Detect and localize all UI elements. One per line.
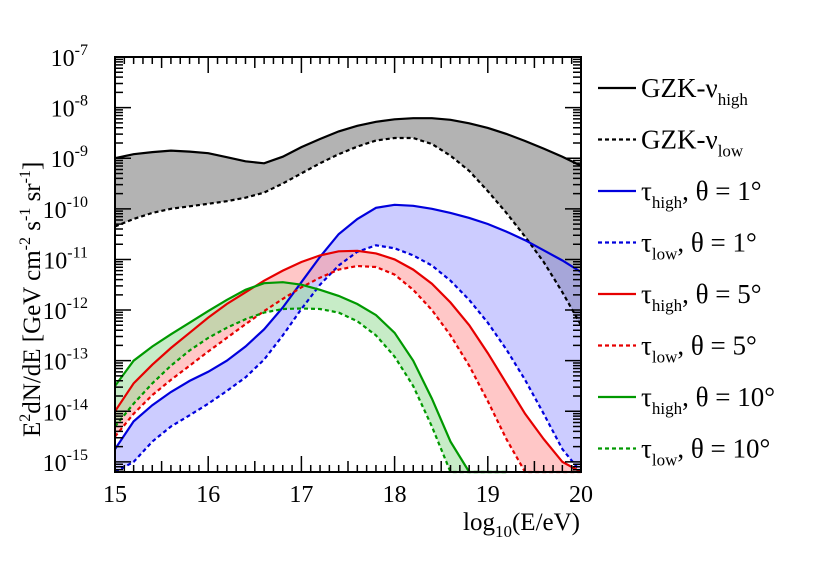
- x-tick-label: 15: [103, 482, 127, 508]
- y-tick-label: 10-12: [43, 295, 88, 325]
- y-tick-label: 10-9: [51, 143, 88, 173]
- x-tick-labels: 15 16 17 18 19 20: [103, 482, 593, 508]
- series-line-high-0: [114, 117, 582, 167]
- legend-label: τhigh, θ = 10°: [641, 382, 775, 418]
- y-axis-title: E2dN/dE [GeV cm-2 s-1 sr-1]: [17, 162, 46, 437]
- y-tick-label: 10-8: [51, 93, 88, 123]
- x-tick-label: 17: [289, 482, 313, 508]
- ticks-layer: [114, 56, 582, 472]
- axis-ticks: [114, 56, 582, 472]
- plot-frame: [114, 56, 582, 473]
- series-line-low-2: [114, 264, 581, 474]
- y-tick-labels: 10-7 10-8 10-9 10-10 10-11 10-12 10-13 10-14 10-…: [43, 42, 88, 477]
- series-line-high-2: [114, 249, 582, 473]
- legend-label: τlow, θ = 5°: [641, 331, 757, 367]
- legend-label: GZK-νlow: [641, 125, 744, 161]
- x-tick-label: 19: [476, 482, 500, 508]
- y-tick-label: 10-14: [43, 396, 88, 426]
- series-line-high-3: [114, 281, 507, 474]
- series-line-low-1: [114, 244, 582, 473]
- band-fill-1: [115, 204, 581, 473]
- legend: GZK-νhigh GZK-νlow τhigh, θ = 1° τlow, θ = …: [598, 73, 775, 470]
- y-tick-label: 10-7: [51, 42, 88, 72]
- legend-label: τlow, θ = 1°: [641, 228, 757, 264]
- series-line-low-3: [114, 307, 507, 474]
- series-line-high-1: [114, 203, 582, 450]
- bands-layer: [114, 117, 582, 474]
- x-tick-label: 18: [383, 482, 407, 508]
- legend-label: τhigh, θ = 1°: [641, 176, 762, 212]
- x-tick-label: 16: [196, 482, 220, 508]
- legend-label: GZK-νhigh: [641, 73, 748, 109]
- y-tick-label: 10-10: [43, 194, 88, 224]
- series-line-low-0: [114, 136, 582, 326]
- band-fill-3: [115, 282, 507, 472]
- legend-label: τhigh, θ = 5°: [641, 279, 762, 315]
- y-tick-label: 10-15: [43, 447, 88, 477]
- legend-label: τlow, θ = 10°: [641, 434, 770, 470]
- x-axis-title: log10(E/eV): [463, 509, 580, 541]
- x-tick-label: 20: [569, 482, 593, 508]
- y-tick-label: 10-13: [43, 346, 88, 376]
- y-tick-label: 10-11: [43, 244, 88, 274]
- band-fill-0: [115, 118, 581, 326]
